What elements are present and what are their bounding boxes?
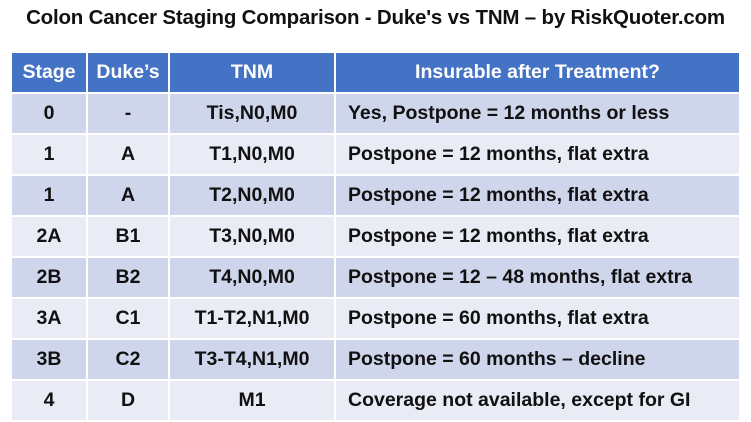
cell-stage: 1	[12, 175, 88, 217]
cell-dukes: A	[87, 175, 170, 217]
cell-dukes: C2	[87, 339, 170, 381]
cell-stage: 1	[12, 134, 88, 176]
table-row: 3A C1 T1-T2,N1,M0 Postpone = 60 months, …	[12, 298, 739, 340]
cell-insurable: Yes, Postpone = 12 months or less	[335, 93, 739, 135]
cell-stage: 2A	[12, 216, 88, 258]
table-header-row: Stage Duke’s TNM Insurable after Treatme…	[12, 53, 739, 94]
cell-tnm: T1,N0,M0	[169, 134, 336, 176]
cell-insurable: Postpone = 12 months, flat extra	[335, 134, 739, 176]
table-row: 0 - Tis,N0,M0 Yes, Postpone = 12 months …	[12, 93, 739, 135]
cell-dukes: B1	[87, 216, 170, 258]
cell-dukes: C1	[87, 298, 170, 340]
cell-insurable: Postpone = 12 months, flat extra	[335, 175, 739, 217]
cell-tnm: T3-T4,N1,M0	[169, 339, 336, 381]
header-tnm: TNM	[169, 53, 336, 94]
cell-stage: 3B	[12, 339, 88, 381]
cell-stage: 3A	[12, 298, 88, 340]
cell-dukes: B2	[87, 257, 170, 299]
staging-table: Stage Duke’s TNM Insurable after Treatme…	[12, 53, 739, 422]
table-row: 1 A T2,N0,M0 Postpone = 12 months, flat …	[12, 175, 739, 217]
header-insurable: Insurable after Treatment?	[335, 53, 739, 94]
cell-insurable: Postpone = 12 – 48 months, flat extra	[335, 257, 739, 299]
cell-tnm: Tis,N0,M0	[169, 93, 336, 135]
header-stage: Stage	[12, 53, 88, 94]
cell-tnm: T4,N0,M0	[169, 257, 336, 299]
cell-stage: 2B	[12, 257, 88, 299]
page-title: Colon Cancer Staging Comparison - Duke's…	[26, 6, 725, 29]
cell-stage: 0	[12, 93, 88, 135]
cell-dukes: -	[87, 93, 170, 135]
header-dukes: Duke’s	[87, 53, 170, 94]
cell-insurable: Postpone = 60 months, flat extra	[335, 298, 739, 340]
cell-insurable: Postpone = 60 months – decline	[335, 339, 739, 381]
table-row: 1 A T1,N0,M0 Postpone = 12 months, flat …	[12, 134, 739, 176]
cell-insurable: Postpone = 12 months, flat extra	[335, 216, 739, 258]
cell-tnm: T1-T2,N1,M0	[169, 298, 336, 340]
cell-tnm: T3,N0,M0	[169, 216, 336, 258]
table-row: 2A B1 T3,N0,M0 Postpone = 12 months, fla…	[12, 216, 739, 258]
table-row: 3B C2 T3-T4,N1,M0 Postpone = 60 months –…	[12, 339, 739, 381]
cell-tnm: T2,N0,M0	[169, 175, 336, 217]
cell-dukes: A	[87, 134, 170, 176]
table-row: 2B B2 T4,N0,M0 Postpone = 12 – 48 months…	[12, 257, 739, 299]
